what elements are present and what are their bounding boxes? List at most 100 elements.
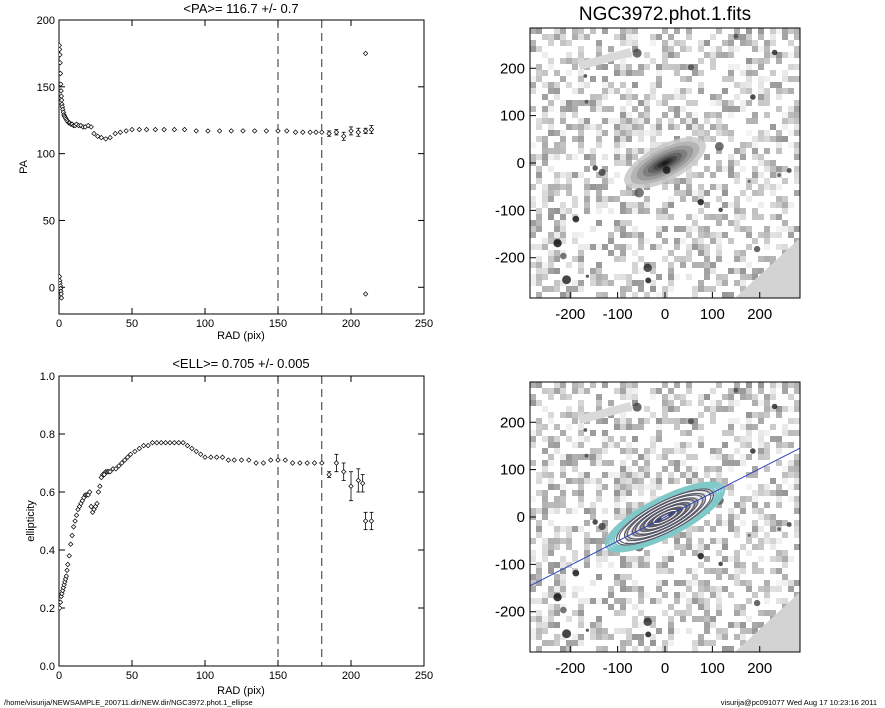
overlay-noise-pixel: [776, 460, 782, 466]
fits-noise-pixel: [722, 202, 728, 208]
overlay-noise-pixel: [596, 460, 602, 466]
overlay-noise-pixel: [794, 418, 800, 424]
pa-data-point: [59, 52, 63, 58]
fits-noise-pixel: [668, 34, 674, 40]
ell-data-point: [184, 442, 191, 449]
fits-noise-pixel: [620, 286, 626, 292]
overlay-noise-pixel: [614, 496, 620, 502]
fits-noise-pixel: [638, 100, 644, 106]
overlay-noise-pixel: [602, 628, 608, 634]
fits-noise-pixel: [752, 208, 758, 214]
fits-noise-pixel: [680, 118, 686, 124]
fits-noise-pixel: [740, 280, 746, 286]
fits-noise-pixel: [680, 190, 686, 196]
overlay-noise-pixel: [794, 502, 800, 508]
fits-noise-pixel: [638, 280, 644, 286]
overlay-noise-pixel: [668, 406, 674, 412]
fits-noise-pixel: [644, 52, 650, 58]
fits-noise-pixel: [686, 124, 692, 130]
overlay-noise-pixel: [554, 484, 560, 490]
overlay-noise-pixel: [644, 460, 650, 466]
fits-noise-pixel: [620, 28, 626, 34]
overlay-noise-pixel: [740, 424, 746, 430]
fits-noise-pixel: [764, 94, 770, 100]
overlay-noise-pixel: [758, 556, 764, 562]
fits-noise-pixel: [596, 40, 602, 46]
overlay-noise-pixel: [584, 538, 590, 544]
overlay-noise-pixel: [794, 580, 800, 586]
fits-noise-pixel: [776, 82, 782, 88]
fits-noise-pixel: [638, 208, 644, 214]
fits-noise-pixel: [764, 52, 770, 58]
overlay-noise-pixel: [716, 454, 722, 460]
overlay-noise-pixel: [632, 448, 638, 454]
fits-noise-pixel: [674, 88, 680, 94]
ell-data-point: [304, 460, 310, 466]
overlay-noise-pixel: [632, 616, 638, 622]
fits-noise-pixel: [662, 46, 668, 52]
overlay-noise-pixel: [662, 568, 668, 574]
overlay-noise-pixel: [728, 646, 734, 652]
fits-noise-pixel: [560, 130, 566, 136]
overlay-noise-pixel: [686, 586, 692, 592]
overlay-noise-pixel: [560, 586, 566, 592]
overlay-noise-pixel: [788, 394, 794, 400]
fits-noise-pixel: [740, 100, 746, 106]
overlay-noise-pixel: [578, 388, 584, 394]
fits-noise-pixel: [602, 244, 608, 250]
overlay-noise-pixel: [614, 472, 620, 478]
fits-noise-pixel: [560, 220, 566, 226]
overlay-noise-pixel: [716, 550, 722, 556]
overlay-noise-pixel: [764, 502, 770, 508]
overlay-noise-pixel: [530, 574, 536, 580]
overlay-noise-pixel: [770, 520, 776, 526]
overlay-noise-pixel: [554, 424, 560, 430]
ell-data-point: [59, 605, 63, 611]
overlay-noise-pixel: [716, 466, 722, 472]
overlay-noise-pixel: [596, 562, 602, 568]
overlay-noise-pixel: [740, 580, 746, 586]
ell-data-point: [167, 440, 173, 446]
overlay-noise-pixel: [746, 454, 752, 460]
fits-noise-pixel: [722, 124, 728, 130]
ell-data-point: [86, 489, 93, 495]
fits-noise-pixel: [698, 238, 704, 244]
overlay-noise-pixel: [734, 562, 740, 568]
fits-noise-pixel: [656, 244, 662, 250]
overlay-noise-pixel: [668, 388, 674, 394]
fits-noise-pixel: [770, 214, 776, 220]
overlay-noise-pixel: [542, 490, 548, 496]
overlay-noise-pixel: [656, 430, 662, 436]
overlay-noise-pixel: [596, 622, 602, 628]
fits-star: [753, 245, 761, 253]
fits-noise-pixel: [560, 148, 566, 154]
overlay-noise-pixel: [722, 556, 728, 562]
fits-noise-pixel: [794, 166, 800, 172]
overlay-noise-pixel: [770, 556, 776, 562]
fits-noise-pixel: [746, 100, 752, 106]
fits-noise-pixel: [602, 292, 608, 298]
fits-noise-pixel: [776, 130, 782, 136]
pa-data-point: [59, 46, 63, 53]
fits-noise-pixel: [710, 52, 716, 58]
overlay-noise-pixel: [596, 454, 602, 460]
overlay-noise-pixel: [716, 538, 722, 544]
fits-noise-pixel: [656, 70, 662, 76]
fits-noise-pixel: [578, 142, 584, 148]
fits-xtick-label: 100: [700, 306, 725, 323]
fits-noise-pixel: [566, 190, 572, 196]
overlay-noise-pixel: [554, 640, 560, 646]
overlay-noise-pixel: [560, 556, 566, 562]
overlay-noise-pixel: [752, 628, 758, 634]
overlay-noise-pixel: [680, 448, 686, 454]
fits-noise-pixel: [578, 100, 584, 106]
overlay-noise-pixel: [686, 532, 692, 538]
fits-noise-pixel: [614, 172, 620, 178]
fits-noise-pixel: [692, 238, 698, 244]
ell-yaxis-label: ellipticity: [25, 500, 37, 542]
overlay-noise-pixel: [764, 400, 770, 406]
fits-noise-pixel: [656, 82, 662, 88]
overlay-noise-pixel: [536, 622, 542, 628]
overlay-noise-pixel: [542, 598, 548, 604]
overlay-noise-pixel: [536, 526, 542, 532]
